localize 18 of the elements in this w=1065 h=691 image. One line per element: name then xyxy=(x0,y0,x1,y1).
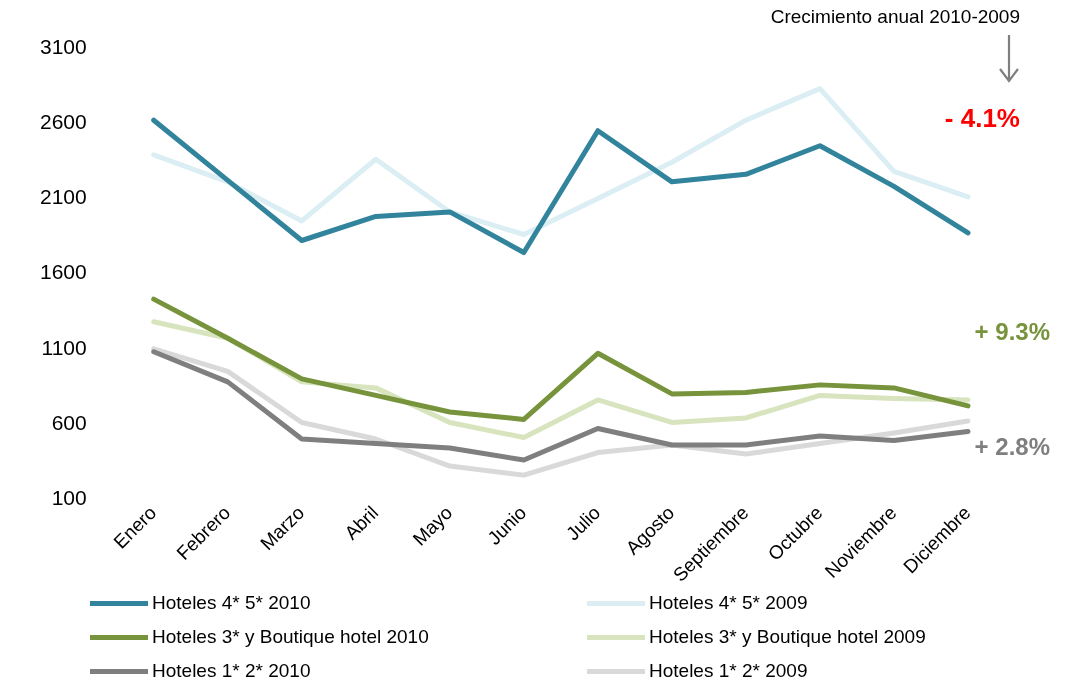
y-tick-label: 2100 xyxy=(40,185,87,209)
y-tick-label: 1600 xyxy=(40,260,87,284)
y-tick-label: 100 xyxy=(51,485,87,509)
legend-label: Hoteles 4* 5* 2009 xyxy=(649,592,808,614)
y-tick-label: 2600 xyxy=(40,109,87,133)
legend-label: Hoteles 1* 2* 2010 xyxy=(152,660,311,682)
legend-label: Hoteles 4* 5* 2010 xyxy=(152,592,311,614)
legend-label: Hoteles 1* 2* 2009 xyxy=(649,660,808,682)
y-tick-label: 600 xyxy=(51,410,87,434)
annotation: + 2.8% xyxy=(974,432,1050,460)
y-tick-label: 1100 xyxy=(41,335,87,359)
x-tick-label: Julio xyxy=(561,501,605,545)
annotation: + 9.3% xyxy=(974,317,1050,345)
y-tick-label: 3100 xyxy=(40,34,87,58)
legend-label: Hoteles 3* y Boutique hotel 2009 xyxy=(649,626,926,648)
legend-label: Hoteles 3* y Boutique hotel 2010 xyxy=(152,626,429,648)
annotation: - 4.1% xyxy=(944,103,1020,134)
text: Crecimiento anual 2010-2009 xyxy=(770,6,1020,28)
